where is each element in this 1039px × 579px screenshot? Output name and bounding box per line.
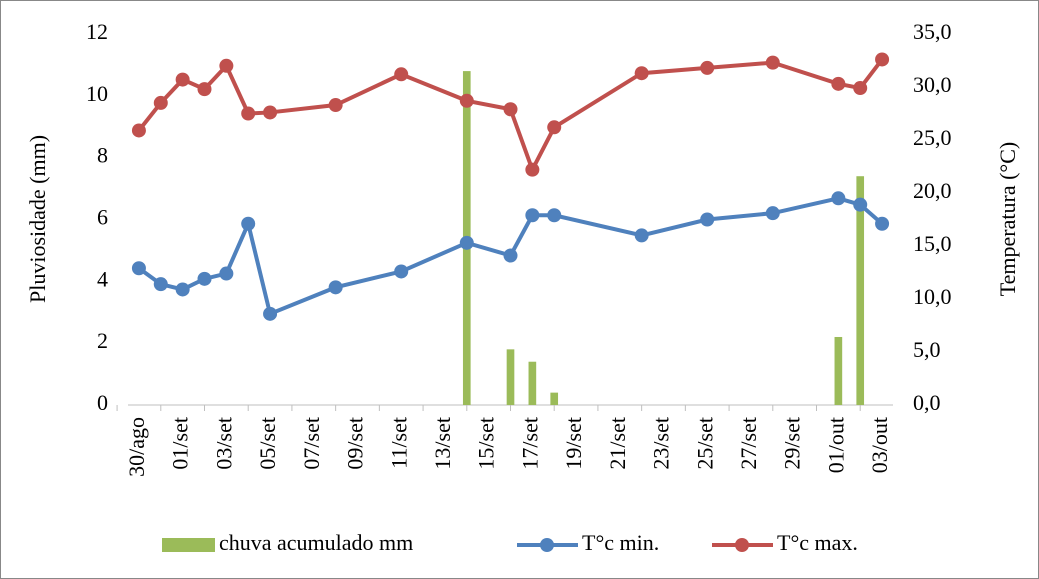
line-marker <box>503 102 518 117</box>
x-tick-label: 29/set <box>780 417 805 470</box>
x-tick-label: 07/set <box>299 417 324 470</box>
line-marker <box>175 72 190 87</box>
legend-label: T°c min. <box>582 530 659 555</box>
line-marker <box>503 248 518 263</box>
legend-label: chuva acumulado mm <box>219 530 413 555</box>
x-tick-label: 27/set <box>736 417 761 470</box>
bar <box>856 176 865 405</box>
x-tick-label: 11/set <box>386 417 411 469</box>
line-marker <box>263 105 278 120</box>
line-marker <box>459 235 474 250</box>
bar <box>834 336 843 405</box>
x-tick-label: 03/out <box>867 417 892 473</box>
y-tick-label: 8 <box>97 143 108 168</box>
y2-tick-label: 25,0 <box>913 125 952 150</box>
y2-tick-label: 15,0 <box>913 231 952 256</box>
x-tick-label: 19/set <box>561 417 586 470</box>
y2-tick-label: 0,0 <box>913 390 941 415</box>
legend-swatch-marker <box>735 538 749 552</box>
x-tick-label: 01/out <box>823 417 848 473</box>
legend-swatch-marker <box>540 538 554 552</box>
line-marker <box>328 280 343 295</box>
line-marker <box>131 261 146 276</box>
x-tick-label: 15/set <box>474 417 499 470</box>
y-tick-label: 12 <box>86 19 108 44</box>
bar <box>528 361 537 405</box>
line-marker <box>175 282 190 297</box>
line-marker <box>328 98 343 113</box>
line-marker <box>219 266 234 281</box>
line-marker <box>394 264 409 279</box>
line-marker <box>459 93 474 108</box>
x-tick-label: 25/set <box>692 417 717 470</box>
line-marker <box>831 191 846 206</box>
y2-tick-label: 10,0 <box>913 284 952 309</box>
line-marker <box>131 123 146 138</box>
line-marker <box>765 55 780 70</box>
line-marker <box>547 120 562 135</box>
line-marker <box>394 67 409 82</box>
x-tick-label: 30/ago <box>124 417 149 477</box>
y2-tick-label: 5,0 <box>913 337 941 362</box>
line-marker <box>700 212 715 227</box>
x-tick-label: 13/set <box>430 417 455 470</box>
line-marker <box>875 216 890 231</box>
line-marker <box>263 306 278 321</box>
line-marker <box>241 216 256 231</box>
line-marker <box>634 66 649 81</box>
line-marker <box>525 162 540 177</box>
line-marker <box>831 76 846 91</box>
x-tick-label: 21/set <box>605 417 630 470</box>
line-marker <box>219 58 234 73</box>
line-marker <box>241 106 256 121</box>
line-marker <box>853 81 868 96</box>
y-tick-label: 6 <box>97 205 108 230</box>
y-tick-label: 4 <box>97 266 108 291</box>
y-tick-label: 0 <box>97 390 108 415</box>
line-marker <box>547 208 562 223</box>
legend-label: T°c max. <box>777 530 858 555</box>
x-tick-label: 17/set <box>517 417 542 470</box>
x-tick-label: 05/set <box>255 417 280 470</box>
y-tick-label: 2 <box>97 328 108 353</box>
y2-tick-label: 35,0 <box>913 19 952 44</box>
line-marker <box>634 228 649 243</box>
line-marker <box>197 271 212 286</box>
legend-swatch <box>162 538 215 552</box>
y2-tick-label: 30,0 <box>913 72 952 97</box>
line-marker <box>765 206 780 221</box>
x-tick-label: 01/set <box>168 417 193 470</box>
x-tick-label: 23/set <box>649 417 674 470</box>
line-marker <box>153 277 168 292</box>
line-marker <box>197 82 212 97</box>
x-tick-label: 03/set <box>211 417 236 470</box>
line-marker <box>853 197 868 212</box>
bar <box>506 349 515 405</box>
y-axis-title: Pluviosidade (mm) <box>25 135 50 303</box>
line-marker <box>525 208 540 223</box>
y-tick-label: 10 <box>86 81 108 106</box>
line-marker <box>700 60 715 75</box>
bar <box>550 392 559 405</box>
line-marker <box>153 95 168 110</box>
y2-tick-label: 20,0 <box>913 178 952 203</box>
line-marker <box>875 52 890 67</box>
y2-axis-title: Temperatura (°C) <box>995 142 1020 296</box>
x-tick-label: 09/set <box>343 417 368 470</box>
